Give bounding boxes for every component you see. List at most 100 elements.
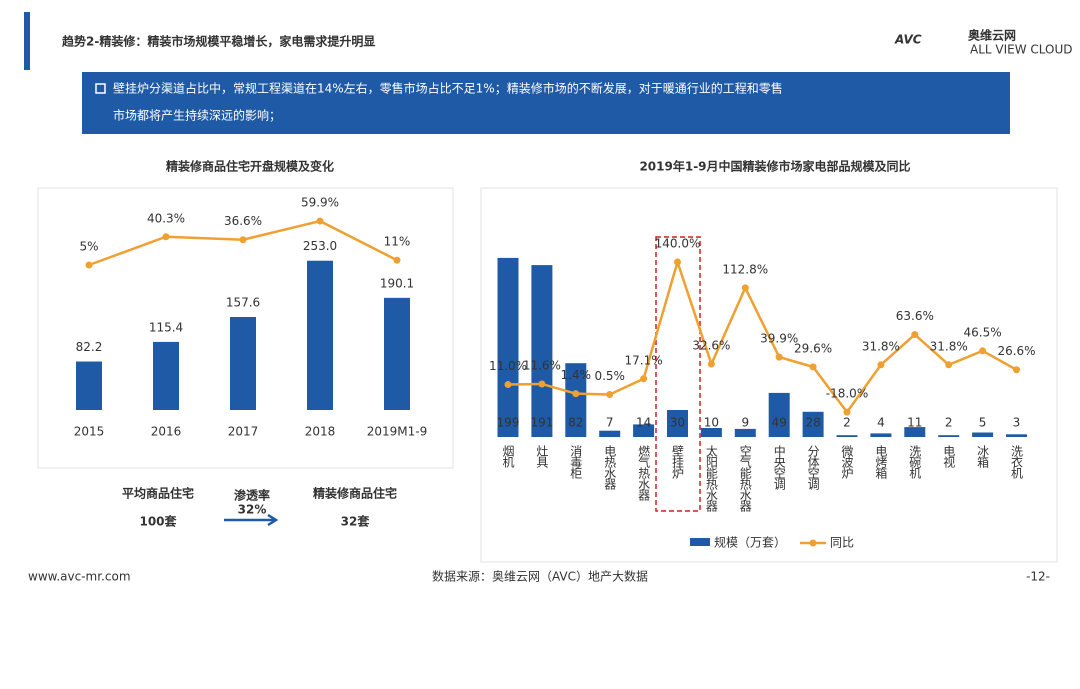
banner-text: 壁挂炉分渠道占比中，常规工程渠道在14%左右，零售市场占比不足1%；精装修市场的… <box>113 81 783 96</box>
bar-label: 30 <box>670 416 685 430</box>
chart-title: 2019年1-9月中国精装修市场家电部品规模及同比 <box>639 159 910 174</box>
x-tick-label: 2016 <box>151 425 182 439</box>
x-tick-label: 分体空调 <box>806 445 820 490</box>
summary-value: 32套 <box>341 514 371 529</box>
x-tick-label: 冰箱 <box>976 445 990 468</box>
page-number: -12- <box>1026 570 1050 584</box>
line-label: 11.0% <box>489 359 527 373</box>
line-label: 39.9% <box>760 332 798 346</box>
x-tick-label: 洗衣机 <box>1010 445 1024 479</box>
bar-label: 191 <box>530 416 553 430</box>
summary-label: 平均商品住宅 <box>122 486 194 501</box>
bar-label: 4 <box>877 416 885 430</box>
bullet <box>95 83 106 94</box>
line-point <box>775 353 783 361</box>
bar <box>870 433 892 437</box>
line-label: 0.5% <box>594 369 625 383</box>
line-point <box>1013 366 1020 374</box>
bar <box>768 392 790 437</box>
line-point <box>85 261 93 269</box>
bar-label: 199 <box>497 416 520 430</box>
x-tick-label: 洗碗机 <box>908 445 922 479</box>
legend-label: 同比 <box>830 536 854 550</box>
line-label: -18.0% <box>826 387 868 401</box>
x-tick-label: 消毒柜 <box>569 445 583 479</box>
bar-label: 157.6 <box>226 296 260 310</box>
line-point <box>504 381 512 389</box>
line-label: 59.9% <box>301 196 339 210</box>
bar-label: 10 <box>704 416 719 430</box>
line-point <box>572 390 580 398</box>
bar <box>972 432 994 437</box>
line-point <box>606 391 614 399</box>
line-label: 1.4% <box>561 368 592 382</box>
footer-url: www.avc-mr.com <box>28 570 131 584</box>
summary-label: 精装修商品住宅 <box>313 486 397 501</box>
line-point <box>945 361 953 369</box>
bar <box>734 428 756 437</box>
line-point <box>809 363 817 371</box>
line-label: 32.6% <box>692 339 730 353</box>
summary-value: 100套 <box>139 514 177 529</box>
rate-value: 32% <box>238 503 267 517</box>
bar-label: 82 <box>568 416 583 430</box>
legend-label: 规模（万套） <box>714 535 786 550</box>
bar <box>700 428 722 437</box>
footer-source: 数据来源：奥维云网（AVC）地产大数据 <box>432 569 648 584</box>
panel <box>37 187 454 469</box>
chart-title: 精装修商品住宅开盘规模及变化 <box>166 159 334 174</box>
line-point <box>877 361 885 369</box>
x-tick-label: 2018 <box>305 425 336 439</box>
line-point <box>979 347 987 355</box>
bar-label: 7 <box>606 416 614 430</box>
legend-swatch <box>690 538 710 546</box>
bar-label: 14 <box>636 416 651 430</box>
bar <box>153 341 179 410</box>
line-point <box>843 408 851 416</box>
x-tick-label: 烟机 <box>501 445 515 468</box>
x-tick-label: 2017 <box>228 425 259 439</box>
bar-label: 3 <box>1013 416 1021 430</box>
x-tick-label: 微波炉 <box>840 445 854 480</box>
line-point <box>911 331 919 339</box>
line-label: 11.6% <box>523 358 561 372</box>
line-label: 11% <box>384 235 411 249</box>
bar <box>802 411 824 437</box>
line-point <box>741 284 749 292</box>
line-label: 29.6% <box>794 341 832 355</box>
bar <box>667 410 688 437</box>
line-point <box>239 236 247 244</box>
bar <box>938 435 960 437</box>
x-tick-label: 灶具 <box>535 445 549 468</box>
line-point <box>707 360 715 368</box>
bar <box>230 317 256 410</box>
line-label: 46.5% <box>964 325 1002 339</box>
bar-label: 115.4 <box>149 320 183 334</box>
line-point <box>640 375 648 383</box>
line-label: 140.0% <box>655 237 701 251</box>
x-tick-label: 太阳能热水器 <box>704 444 718 513</box>
line <box>507 257 1018 415</box>
line-label: 40.3% <box>147 211 185 225</box>
banner-text: 市场都将产生持续深远的影响； <box>113 108 281 123</box>
bar-label: 82.2 <box>76 340 103 354</box>
x-tick-label: 壁挂炉 <box>671 444 685 480</box>
banner <box>82 72 1010 134</box>
bar-label: 11 <box>907 416 922 430</box>
bar-label: 190.1 <box>380 276 414 290</box>
bar <box>599 430 621 437</box>
bar-label: 49 <box>772 416 787 430</box>
line-point <box>393 256 401 264</box>
x-tick-label: 中央空调 <box>772 444 786 490</box>
highlight-box <box>655 236 701 512</box>
bar <box>531 265 553 437</box>
bar <box>384 297 410 410</box>
arrow <box>224 513 279 527</box>
line-label: 63.6% <box>896 309 934 323</box>
line-label: 26.6% <box>997 344 1035 358</box>
title-accent <box>24 12 30 70</box>
bar-label: 253.0 <box>303 239 337 253</box>
bar-label: 2 <box>945 416 953 430</box>
slide-title: 趋势2-精装修：精装市场规模平稳增长，家电需求提升明显 <box>62 34 375 49</box>
